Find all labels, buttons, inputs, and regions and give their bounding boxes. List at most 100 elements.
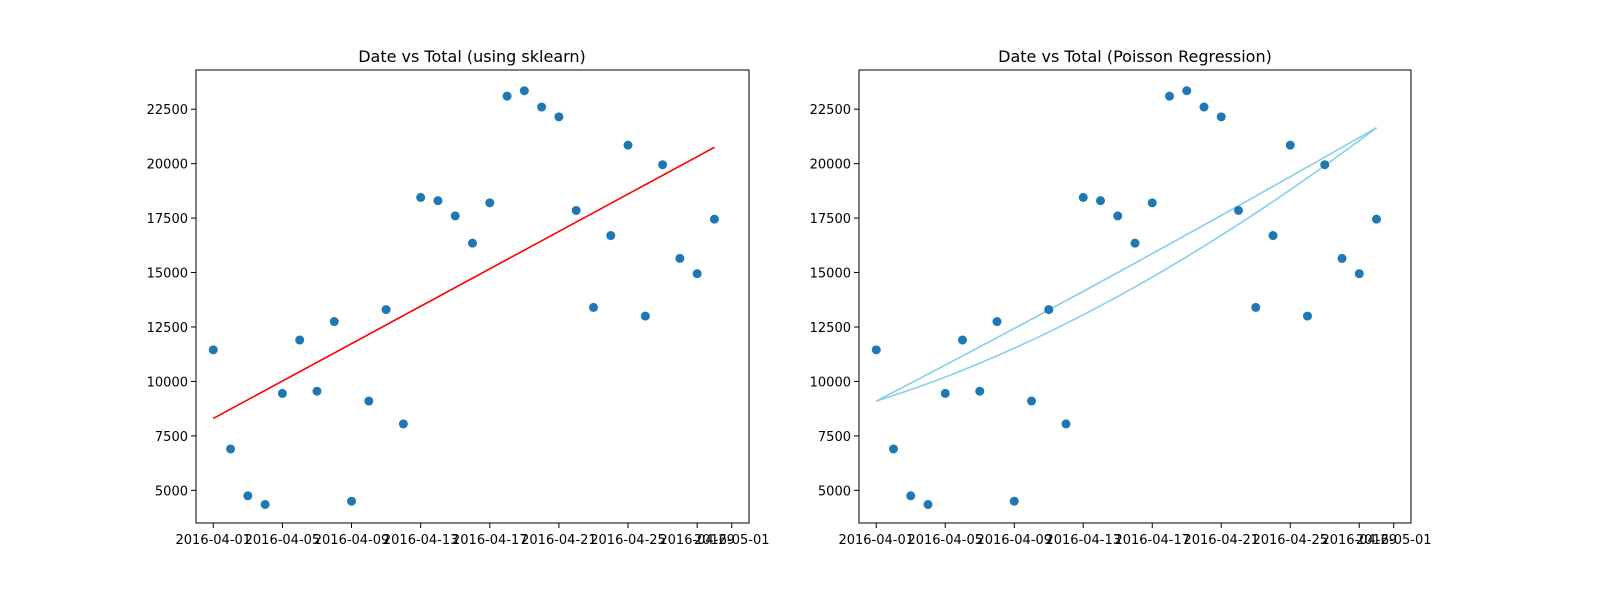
data-point xyxy=(606,231,616,241)
data-point xyxy=(940,388,950,398)
y-tick-label: 15000 xyxy=(147,267,188,282)
x-tick-label: 2016-05-01 xyxy=(1356,533,1432,548)
y-tick-label: 15000 xyxy=(810,267,851,282)
data-point xyxy=(923,499,933,509)
data-point xyxy=(1234,205,1243,215)
chart-sklearn: Date vs Total (using sklearn) 2016-04-01… xyxy=(147,47,770,548)
data-point xyxy=(416,192,426,202)
data-point xyxy=(1285,140,1295,150)
data-point xyxy=(398,419,408,429)
data-point xyxy=(329,317,339,327)
data-point xyxy=(1061,419,1071,429)
data-point xyxy=(226,444,236,454)
data-point xyxy=(1130,238,1140,248)
data-point xyxy=(502,91,512,101)
x-tick-label: 2016-04-29 xyxy=(1321,533,1397,548)
data-point xyxy=(1372,214,1381,224)
data-point xyxy=(312,386,322,396)
x-tick-label: 2016-04-25 xyxy=(590,533,666,548)
points-layer xyxy=(208,86,719,509)
data-point xyxy=(208,345,218,355)
x-tick-label: 2016-04-05 xyxy=(907,533,983,548)
x-tick-label: 2016-05-01 xyxy=(694,533,770,548)
data-point xyxy=(1027,396,1036,406)
data-point xyxy=(958,335,967,345)
data-point xyxy=(588,302,598,312)
fit-layer xyxy=(212,146,715,420)
data-point xyxy=(1216,112,1226,122)
data-point xyxy=(571,205,581,215)
data-point xyxy=(1165,91,1174,101)
data-point xyxy=(537,102,547,112)
x-axis: 2016-04-012016-04-052016-04-092016-04-13… xyxy=(176,523,770,548)
chart-title: Date vs Total (Poisson Regression) xyxy=(998,47,1272,66)
data-point xyxy=(1337,253,1347,263)
poisson-fit-curve xyxy=(876,127,1377,402)
data-point xyxy=(906,491,916,501)
data-point xyxy=(554,112,564,122)
y-axis: 5000 7500 10000 12500 15000 17500 20000 22500 xyxy=(810,103,859,499)
x-tick-label: 2016-04-21 xyxy=(1183,533,1259,548)
y-tick-label: 5000 xyxy=(818,484,851,499)
data-point xyxy=(1251,302,1261,312)
data-point xyxy=(243,491,253,501)
y-tick-label: 17500 xyxy=(810,212,851,227)
data-point xyxy=(433,196,443,206)
x-tick-label: 2016-04-01 xyxy=(176,533,252,548)
data-point xyxy=(1147,198,1157,208)
data-point xyxy=(295,335,305,345)
data-point xyxy=(1303,311,1312,321)
x-tick-label: 2016-04-21 xyxy=(521,533,597,548)
chart-title: Date vs Total (using sklearn) xyxy=(358,47,586,66)
data-point xyxy=(277,388,287,398)
data-point xyxy=(623,140,633,150)
plot-frame xyxy=(195,69,750,524)
chart-poisson: Date vs Total (Poisson Regression) 2016-… xyxy=(810,47,1432,548)
data-point xyxy=(1113,211,1123,221)
x-tick-label: 2016-04-29 xyxy=(659,533,735,548)
data-point xyxy=(381,305,391,315)
data-point xyxy=(709,214,719,224)
data-point xyxy=(692,269,702,279)
y-axis: 5000 7500 10000 12500 15000 17500 20000 22500 xyxy=(147,103,196,499)
data-point xyxy=(450,211,460,221)
x-tick-label: 2016-04-25 xyxy=(1252,533,1328,548)
y-tick-label: 10000 xyxy=(810,375,851,390)
y-tick-label: 17500 xyxy=(147,212,188,227)
y-tick-label: 5000 xyxy=(155,484,188,499)
data-point xyxy=(889,444,898,454)
data-point xyxy=(1354,269,1364,279)
data-point xyxy=(1182,86,1192,96)
points-layer xyxy=(871,86,1381,509)
data-point xyxy=(871,345,881,355)
data-point xyxy=(675,253,685,263)
data-point xyxy=(347,496,357,506)
y-tick-label: 7500 xyxy=(818,430,851,445)
y-tick-label: 20000 xyxy=(147,158,188,173)
data-point xyxy=(1096,196,1105,206)
plot-frame xyxy=(858,69,1412,524)
poisson-fit-curve xyxy=(875,127,1377,402)
x-tick-label: 2016-04-13 xyxy=(1045,533,1121,548)
data-point xyxy=(260,499,270,509)
data-point xyxy=(1320,160,1330,170)
data-point xyxy=(640,311,650,321)
data-point xyxy=(992,317,1002,327)
y-tick-label: 10000 xyxy=(147,375,188,390)
data-point xyxy=(1078,192,1088,202)
data-point xyxy=(658,160,668,170)
x-tick-label: 2016-04-17 xyxy=(452,533,528,548)
y-tick-label: 12500 xyxy=(810,321,851,336)
data-point xyxy=(519,86,529,96)
x-tick-label: 2016-04-09 xyxy=(314,533,390,548)
x-tick-label: 2016-04-05 xyxy=(245,533,321,548)
x-axis: 2016-04-012016-04-052016-04-092016-04-13… xyxy=(838,523,1432,548)
y-tick-label: 20000 xyxy=(810,158,851,173)
data-point xyxy=(975,386,985,396)
data-point xyxy=(468,238,477,248)
y-tick-label: 12500 xyxy=(147,321,188,336)
data-point xyxy=(1268,231,1278,241)
data-point xyxy=(1199,102,1209,112)
